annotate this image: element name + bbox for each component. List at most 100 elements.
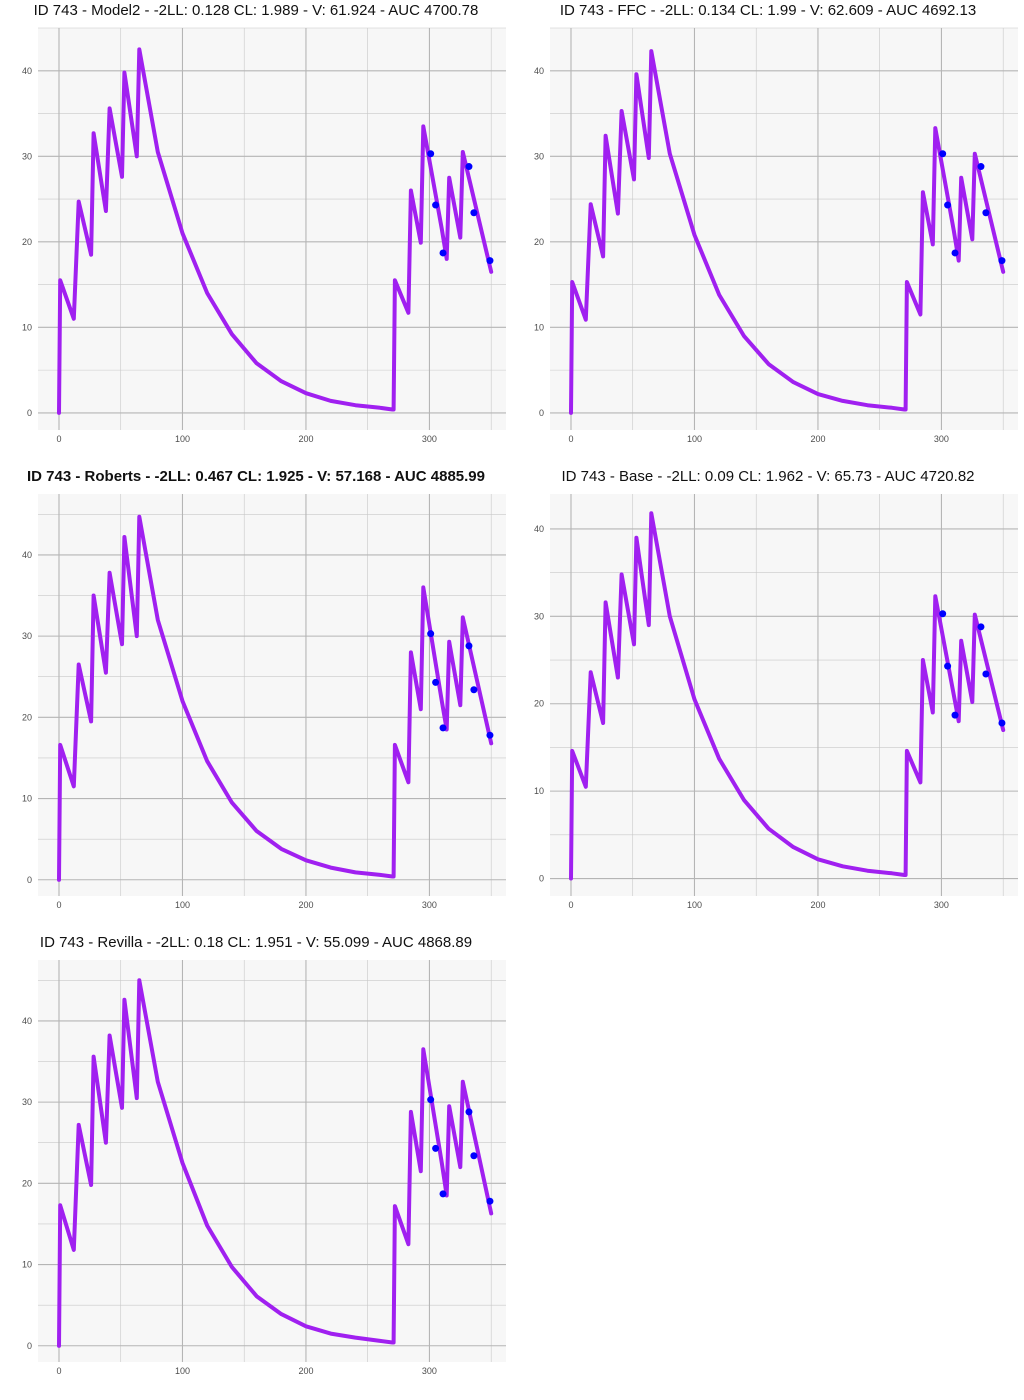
y-tick-label: 40 — [22, 550, 32, 560]
y-tick-label: 20 — [22, 712, 32, 722]
y-tick-label: 10 — [22, 322, 32, 332]
data-point — [939, 610, 947, 618]
series-line — [57, 514, 494, 882]
chart-plot-roberts: 0 100 200 300 0 10 20 30 40 — [22, 494, 506, 910]
chart-plot-model2: 0 100 200 300 0 10 20 30 40 — [22, 27, 506, 444]
y-tick-label: 20 — [534, 237, 544, 247]
x-tick-label: 100 — [175, 900, 190, 910]
x-tick-label: 200 — [810, 900, 825, 910]
data-point — [432, 1144, 440, 1152]
plot-background — [38, 28, 506, 430]
data-point — [998, 719, 1006, 727]
data-point — [982, 670, 990, 678]
data-point — [944, 662, 952, 670]
series-line — [569, 511, 1006, 881]
y-tick-label: 40 — [22, 1016, 32, 1026]
x-tick-label: 0 — [56, 434, 61, 444]
chart-panel-ffc: ID 743 - FFC - -2LL: 0.134 CL: 1.99 - V:… — [512, 0, 1024, 466]
data-point — [982, 209, 990, 217]
y-tick-label: 0 — [539, 874, 544, 884]
plot-background — [38, 494, 506, 896]
x-tick-label: 100 — [175, 434, 190, 444]
x-tick-label: 200 — [810, 434, 825, 444]
chart-panel-base: ID 743 - Base - -2LL: 0.09 CL: 1.962 - V… — [512, 466, 1024, 932]
data-point — [432, 201, 440, 209]
x-tick-label: 100 — [687, 900, 702, 910]
data-point — [470, 1152, 478, 1160]
x-tick-label: 200 — [298, 434, 313, 444]
chart-title: ID 743 - Model2 - -2LL: 0.128 CL: 1.989 … — [33, 2, 479, 19]
y-tick-label: 0 — [27, 1341, 32, 1351]
x-tick-label: 100 — [687, 434, 702, 444]
y-tick-label: 0 — [27, 875, 32, 885]
data-point — [486, 1197, 494, 1205]
y-tick-label: 10 — [22, 1260, 32, 1270]
data-point — [951, 249, 959, 257]
x-tick-label: 300 — [934, 900, 949, 910]
data-point — [977, 623, 985, 631]
data-point — [944, 201, 952, 209]
plot-background — [550, 28, 1018, 430]
data-point — [432, 678, 440, 686]
data-point — [439, 724, 447, 732]
plot-background — [550, 494, 1018, 896]
data-point — [470, 686, 478, 694]
chart-panel-roberts: ID 743 - Roberts - -2LL: 0.467 CL: 1.925… — [0, 466, 512, 932]
series-line — [569, 49, 1006, 415]
x-tick-label: 300 — [422, 900, 437, 910]
series-line — [57, 978, 494, 1348]
plot-background — [38, 960, 506, 1362]
data-point — [427, 630, 435, 638]
data-point — [465, 163, 473, 171]
data-point — [427, 1096, 435, 1104]
x-tick-label: 300 — [422, 1366, 437, 1376]
chart-title: ID 743 - Roberts - -2LL: 0.467 CL: 1.925… — [27, 468, 485, 485]
chart-panel-revilla: ID 743 - Revilla - -2LL: 0.18 CL: 1.951 … — [0, 932, 512, 1398]
chart-title: ID 743 - Base - -2LL: 0.09 CL: 1.962 - V… — [561, 468, 975, 485]
y-tick-label: 40 — [534, 524, 544, 534]
x-tick-label: 0 — [568, 900, 573, 910]
data-point — [439, 1190, 447, 1198]
series-line — [57, 47, 494, 415]
data-point — [470, 209, 478, 217]
y-tick-label: 10 — [534, 786, 544, 796]
x-tick-label: 0 — [568, 434, 573, 444]
data-point — [465, 642, 473, 650]
data-point — [998, 257, 1006, 265]
y-tick-label: 30 — [534, 151, 544, 161]
chart-title: ID 743 - Revilla - -2LL: 0.18 CL: 1.951 … — [39, 934, 473, 951]
y-tick-label: 30 — [22, 151, 32, 161]
y-tick-label: 40 — [22, 66, 32, 76]
data-point — [486, 257, 494, 265]
y-tick-label: 0 — [539, 408, 544, 418]
y-tick-label: 20 — [22, 237, 32, 247]
chart-plot-base: 0 100 200 300 0 10 20 30 40 — [534, 494, 1018, 910]
y-tick-label: 0 — [27, 408, 32, 418]
y-tick-label: 30 — [22, 1097, 32, 1107]
y-tick-label: 30 — [22, 631, 32, 641]
chart-plot-revilla: 0 100 200 300 0 10 20 30 40 — [22, 960, 506, 1376]
chart-panel-model2: ID 743 - Model2 - -2LL: 0.128 CL: 1.989 … — [0, 0, 512, 466]
data-point — [465, 1108, 473, 1116]
x-tick-label: 0 — [56, 900, 61, 910]
y-tick-label: 10 — [534, 322, 544, 332]
x-tick-label: 200 — [298, 900, 313, 910]
x-tick-label: 200 — [298, 1366, 313, 1376]
x-tick-label: 300 — [934, 434, 949, 444]
data-point — [977, 163, 985, 171]
data-point — [951, 711, 959, 719]
x-tick-label: 100 — [175, 1366, 190, 1376]
x-tick-label: 0 — [56, 1366, 61, 1376]
data-point — [427, 150, 435, 158]
data-point — [486, 731, 494, 739]
y-tick-label: 30 — [534, 611, 544, 621]
y-tick-label: 10 — [22, 794, 32, 804]
y-tick-label: 20 — [534, 699, 544, 709]
y-tick-label: 20 — [22, 1178, 32, 1188]
chart-title: ID 743 - FFC - -2LL: 0.134 CL: 1.99 - V:… — [559, 2, 977, 19]
x-tick-label: 300 — [422, 434, 437, 444]
chart-plot-ffc: 0 100 200 300 0 10 20 30 40 — [534, 27, 1018, 444]
data-point — [439, 249, 447, 257]
data-point — [939, 150, 947, 158]
y-tick-label: 40 — [534, 66, 544, 76]
